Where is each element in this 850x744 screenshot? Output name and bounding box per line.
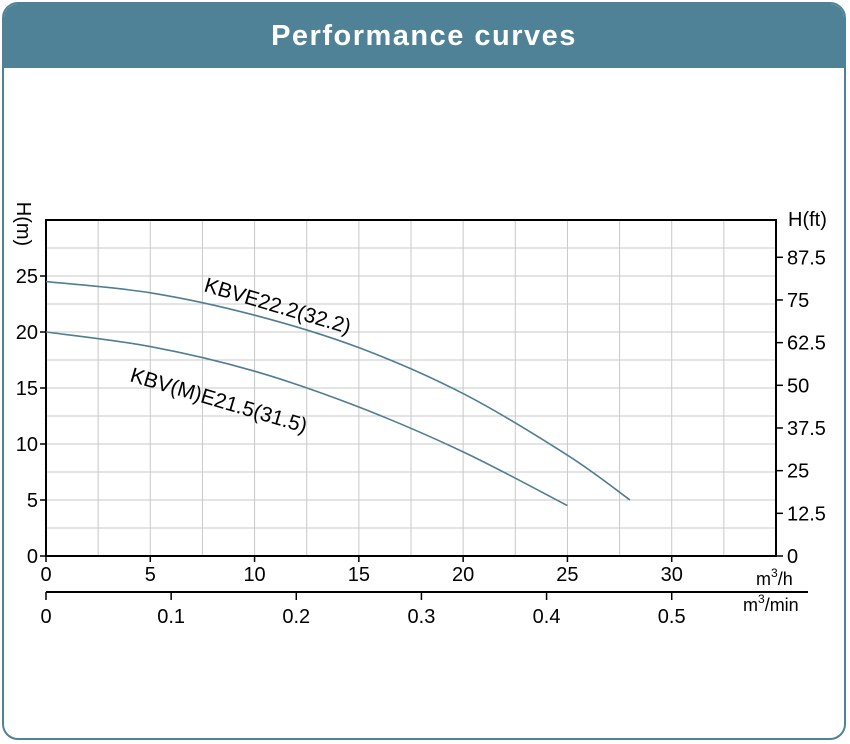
x-tick-label: 20 <box>452 564 474 586</box>
grid <box>46 220 776 556</box>
x-tick-label: 15 <box>348 564 370 586</box>
y-tick-label-left: 20 <box>16 322 38 344</box>
y-tick-label-right: 75 <box>787 290 809 312</box>
x2-tick-label: 0.3 <box>408 606 436 628</box>
x-tick-label: 0 <box>40 564 51 586</box>
y-tick-label-right: 62.5 <box>787 333 826 355</box>
x-tick-label: 10 <box>243 564 265 586</box>
y-tick-label-left: 5 <box>27 490 38 512</box>
series-label: KBVE22.2(32.2) <box>202 274 354 339</box>
x2-tick-label: 0.5 <box>658 606 686 628</box>
series-line <box>45 331 568 507</box>
y-tick-label-left: 10 <box>16 434 38 456</box>
x-tick-label: 30 <box>661 564 683 586</box>
x2-tick-label: 0.1 <box>157 606 185 628</box>
y-axis-label-left: H(m) <box>12 202 34 246</box>
series-lines <box>45 280 631 507</box>
x2-tick-label: 0.4 <box>533 606 561 628</box>
y-tick-label-left: 25 <box>16 266 38 288</box>
series-line <box>45 280 631 501</box>
y-tick-label-left: 0 <box>27 546 38 568</box>
y-tick-label-right: 0 <box>787 546 798 568</box>
y-tick-label-right: 37.5 <box>787 418 826 440</box>
y-axis-label-right: H(ft) <box>788 209 827 231</box>
x2-tick-label: 0 <box>40 606 51 628</box>
y-tick-label-right: 50 <box>787 375 809 397</box>
axes <box>40 219 808 600</box>
y-tick-label-right: 25 <box>787 461 809 483</box>
x-tick-label: 25 <box>556 564 578 586</box>
x2-tick-label: 0.2 <box>282 606 310 628</box>
y-tick-label-left: 15 <box>16 378 38 400</box>
chart-labels: H(m) H(ft) m3/h m3/min 0 5 10 15 20 25 0 12.5 25… <box>12 202 827 628</box>
y-tick-label-right: 87.5 <box>787 247 826 269</box>
series-label: KBV(M)E21.5(31.5) <box>128 364 310 438</box>
x-axis-unit-flow-hour: m3/h <box>756 566 793 589</box>
x-tick-label: 5 <box>145 564 156 586</box>
x-axis-unit-flow-minute: m3/min <box>743 592 799 615</box>
page-title: Performance curves <box>4 4 844 68</box>
y-tick-label-right: 12.5 <box>787 503 826 525</box>
